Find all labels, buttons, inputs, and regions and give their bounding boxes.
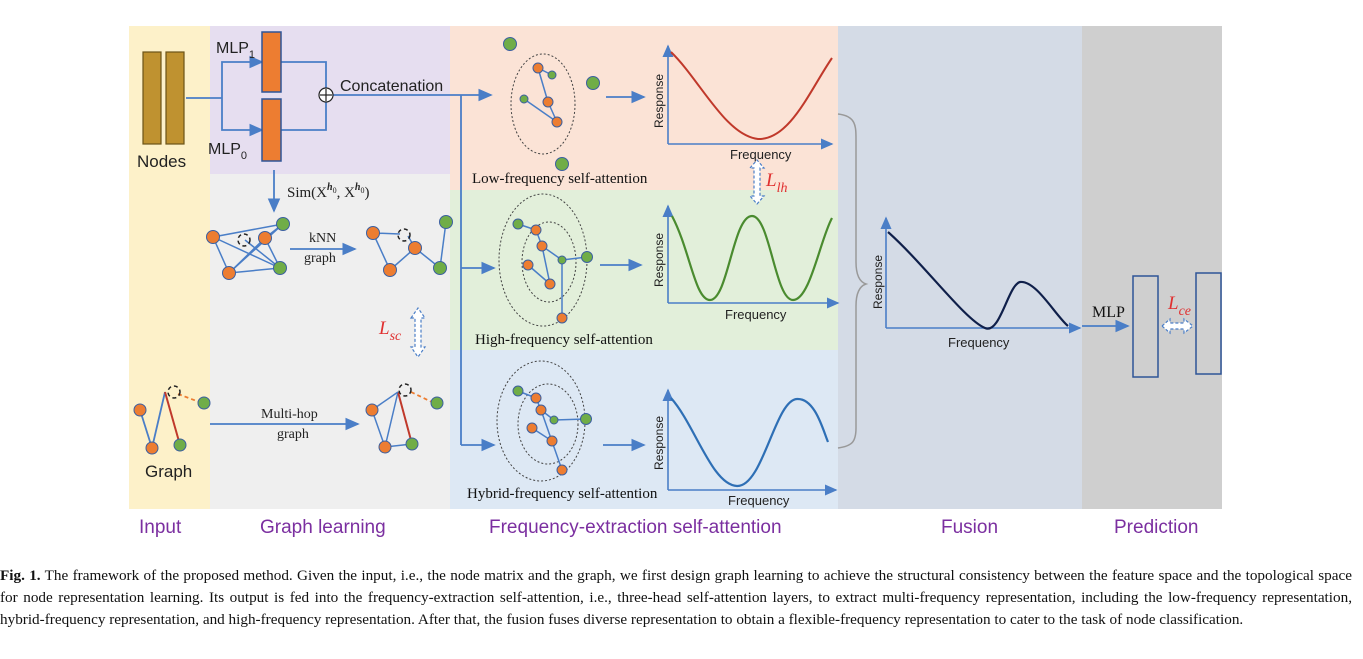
section-input-label: Input — [139, 517, 182, 538]
lsc-loss-label: Lsc — [378, 318, 402, 344]
high-axes — [662, 204, 840, 309]
hybrid-response-curve — [670, 397, 830, 488]
figure-caption-label: Fig. 1. — [0, 567, 41, 584]
high-response-curve — [671, 214, 833, 302]
figure-caption-text: The framework of the proposed method. Gi… — [0, 567, 1352, 629]
graph-label: Graph — [145, 462, 192, 481]
knn-label-line2: graph — [304, 251, 336, 266]
nodes-label: Nodes — [137, 152, 186, 171]
fusion-axis-frequency: Frequency — [948, 335, 1010, 350]
low-frequency-title: Low-frequency self-attention — [472, 171, 648, 187]
hybrid-frequency-title: Hybrid-frequency self-attention — [467, 486, 658, 502]
figure-caption: Fig. 1. The framework of the proposed me… — [0, 565, 1352, 632]
trunk-connectors — [460, 95, 496, 452]
hybrid-axes — [662, 388, 838, 496]
mlp1-label: MLP1 — [216, 40, 255, 61]
fusion-axis-response: Response — [871, 255, 885, 309]
multihop-label-line2: graph — [277, 427, 309, 442]
prediction-panel-bg — [1082, 26, 1222, 509]
multihop-label-line1: Multi-hop — [261, 407, 318, 422]
section-prediction-label: Prediction — [1114, 517, 1199, 538]
multihop-graph — [365, 383, 444, 454]
fusion-response-curve — [887, 231, 1069, 330]
llh-loss-label: Llh — [765, 170, 787, 196]
mlp1-block — [261, 31, 282, 93]
concatenation-label: Concatenation — [340, 78, 443, 95]
fusion-panel-bg — [838, 26, 1082, 509]
fusion-brace — [837, 113, 869, 449]
graph-learning-panel-bg — [210, 174, 450, 509]
knn-graph — [366, 215, 453, 277]
high-frequency-panel-bg — [450, 190, 838, 350]
input-graph — [133, 385, 211, 455]
lce-double-arrow — [1161, 317, 1194, 335]
low-response-curve — [670, 51, 833, 141]
node-matrix — [142, 51, 185, 145]
lsc-double-arrow — [409, 306, 427, 359]
hybrid-axis-frequency: Frequency — [728, 493, 790, 508]
high-frequency-graph — [498, 193, 593, 327]
low-frequency-panel-bg — [450, 26, 838, 190]
high-axis-response: Response — [652, 233, 666, 287]
similarity-graph — [206, 217, 290, 280]
knn-label-line1: kNN — [309, 231, 336, 246]
mlp0-label: MLP0 — [208, 141, 247, 162]
high-axis-frequency: Frequency — [725, 307, 787, 322]
section-frequency-extraction-label: Frequency-extraction self-attention — [489, 517, 782, 538]
hybrid-axis-response: Response — [652, 416, 666, 470]
framework-figure: Nodes Graph MLP1 MLP0 Concatenation Sim(… — [129, 26, 1222, 538]
low-axis-response: Response — [652, 74, 666, 128]
section-fusion-label: Fusion — [941, 517, 998, 538]
llh-double-arrow — [748, 159, 766, 205]
mlp-connectors — [186, 55, 493, 213]
prediction-left-block — [1132, 275, 1159, 378]
section-graph-learning-label: Graph learning — [260, 517, 386, 538]
concat-plus-icon — [318, 87, 334, 103]
mlp0-block — [261, 98, 282, 162]
prediction-mlp-label: MLP — [1092, 304, 1125, 321]
low-axes — [662, 44, 834, 150]
low-frequency-graph — [503, 37, 600, 171]
hybrid-frequency-graph — [496, 360, 592, 482]
prediction-right-block — [1195, 272, 1222, 375]
low-axis-frequency: Frequency — [730, 147, 792, 162]
high-frequency-title: High-frequency self-attention — [475, 332, 653, 348]
lce-loss-label: Lce — [1167, 293, 1191, 319]
similarity-label: Sim(Xh0, Xh0) — [287, 182, 369, 201]
